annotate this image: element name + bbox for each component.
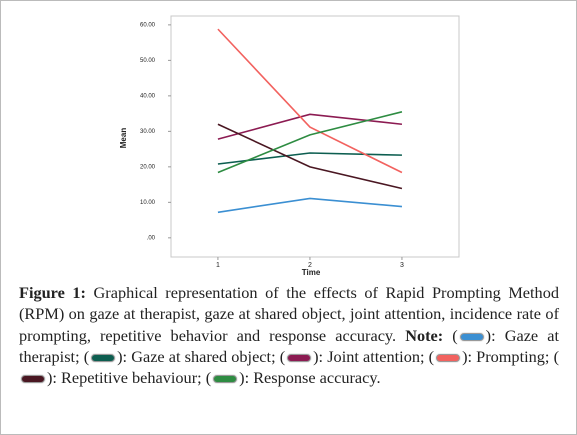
legend-punct: ; bbox=[271, 346, 276, 366]
caption-text: Graphical representation of the effects … bbox=[19, 283, 559, 345]
caption-label: Figure 1: bbox=[19, 283, 86, 302]
legend-close: ): bbox=[485, 325, 496, 345]
y-tick-label: 40.00 bbox=[140, 93, 156, 99]
caption: Figure 1: Graphical representation of th… bbox=[19, 282, 559, 388]
x-tick-label: 3 bbox=[400, 262, 404, 269]
legend-close: ): bbox=[117, 346, 128, 366]
x-tick-label: 1 bbox=[216, 262, 220, 269]
legend-swatch bbox=[213, 375, 238, 384]
x-tick-label: 2 bbox=[308, 262, 312, 269]
y-tick-label: 50.00 bbox=[140, 58, 156, 64]
legend-label: Repetitive behaviour bbox=[61, 368, 198, 388]
legend-punct: ; bbox=[75, 346, 80, 366]
note-label: Note: bbox=[405, 325, 444, 345]
legend-label: Response accuracy bbox=[253, 368, 377, 388]
series-line bbox=[217, 28, 403, 174]
legend: (): Gaze at therapist; (): Gaze at share… bbox=[19, 326, 559, 388]
legend-swatch bbox=[91, 354, 116, 363]
y-axis-title: Mean bbox=[119, 128, 128, 149]
legend-open: ( bbox=[428, 346, 435, 366]
legend-label: Gaze at shared object bbox=[131, 346, 272, 366]
y-tick-label: 10.00 bbox=[140, 200, 156, 206]
legend-punct: ; bbox=[197, 368, 202, 388]
legend-close: ): bbox=[313, 346, 324, 366]
legend-close: ): bbox=[462, 346, 473, 366]
series-line bbox=[217, 197, 403, 214]
legend-close: ): bbox=[47, 368, 57, 388]
legend-label: Prompting bbox=[476, 346, 545, 366]
legend-open: ( bbox=[553, 346, 559, 366]
legend-close: ): bbox=[239, 368, 250, 388]
legend-punct: ; bbox=[419, 346, 425, 366]
legend-swatch bbox=[459, 332, 484, 341]
legend-swatch bbox=[21, 375, 45, 384]
legend-open: ( bbox=[83, 346, 90, 366]
legend-punct: . bbox=[376, 368, 381, 388]
chart: Mean Time .00 10.00 20.00 30.00 40.00 50.00 60… bbox=[119, 15, 460, 277]
legend-open: ( bbox=[279, 346, 286, 366]
series-line bbox=[217, 111, 403, 174]
legend-swatch bbox=[287, 354, 312, 363]
series-line bbox=[217, 113, 403, 140]
plot-area bbox=[170, 15, 460, 258]
legend-label: Gaze at therapist bbox=[19, 325, 559, 366]
legend-swatch bbox=[436, 354, 461, 363]
legend-punct: ; bbox=[544, 346, 550, 366]
legend-label: Joint attention bbox=[327, 346, 420, 366]
y-tick-label: 30.00 bbox=[140, 129, 156, 135]
x-axis-title: Time bbox=[302, 268, 321, 277]
series-line bbox=[217, 123, 403, 190]
legend-open: ( bbox=[452, 325, 458, 345]
legend-open: ( bbox=[205, 368, 212, 388]
y-tick-label: 20.00 bbox=[140, 164, 156, 170]
y-tick-label: .00 bbox=[147, 235, 156, 241]
y-tick-label: 60.00 bbox=[140, 22, 156, 28]
